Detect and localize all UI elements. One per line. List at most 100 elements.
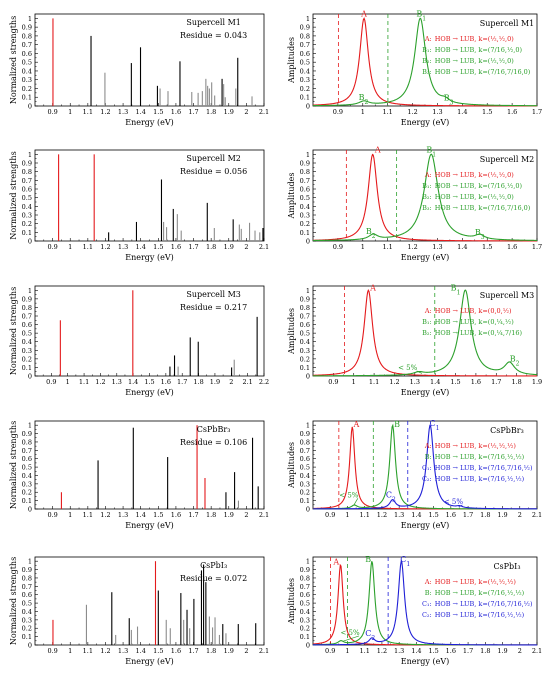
y-tick-label: 0.7 (22, 447, 32, 455)
amplitude-curve (313, 17, 538, 107)
amplitude-curve (312, 153, 537, 242)
x-axis-label: Energy (eV) (125, 253, 174, 262)
x-tick-label: 1.5 (482, 108, 492, 116)
x-tick-label: 1.9 (497, 511, 507, 519)
legend-key: A: (424, 35, 432, 43)
legend-key: B: (425, 453, 432, 461)
x-tick-label: 1.1 (83, 647, 93, 655)
x-tick-label: 1.2 (377, 647, 387, 655)
y-tick-label: 0.4 (300, 608, 310, 616)
y-tick-label: 0.2 (300, 220, 310, 228)
panel-title: CsPbBr₃ (197, 425, 231, 434)
legend-entry: HOB → LUB, k=(½,½,½) (435, 578, 517, 586)
x-tick-label: 1.7 (532, 108, 542, 116)
y-tick-label: 0.8 (300, 304, 310, 312)
y-tick-label: 0.7 (300, 177, 310, 185)
x-axis-label: Energy (eV) (401, 253, 450, 262)
legend-key: C₂: (422, 475, 432, 483)
spectrum-panel-5: 00.10.20.30.40.50.60.70.80.910.9 1 1.1 1.2 1… (287, 555, 542, 666)
y-tick-label: 0 (28, 238, 32, 246)
y-tick-label: 0.4 (300, 203, 310, 211)
y-tick-label: 0 (28, 103, 32, 111)
x-tick-label: 1.1 (382, 108, 392, 116)
y-tick-label: 0.3 (300, 212, 310, 220)
panel-title: Supercell M3 (186, 290, 240, 299)
y-tick-label: 0.7 (22, 41, 32, 49)
x-tick-label: 1.9 (224, 511, 234, 519)
y-tick-label: 1 (28, 558, 32, 566)
x-tick-label: 1.1 (360, 647, 370, 655)
stick-panel-3: 00.10.20.30.40.50.60.70.80.910.9 1 1.1 1.2 1… (9, 285, 269, 397)
legend-entry: HOB → LUB, k=(7/16,7/16,½) (435, 600, 533, 608)
x-tick-label: 2.2 (259, 378, 269, 386)
x-tick-label: 1.2 (100, 647, 110, 655)
x-axis-label: Energy (eV) (125, 657, 174, 666)
x-tick-label: 1.1 (83, 108, 93, 116)
y-axis-label: Normalized strengths (9, 421, 18, 509)
y-tick-label: 0.2 (22, 85, 32, 93)
x-tick-label: 1.2 (389, 378, 399, 386)
y-tick-label: 0.1 (22, 229, 32, 237)
peak-label: B (365, 555, 371, 564)
y-tick-label: 1 (28, 15, 32, 23)
y-tick-label: 0.7 (22, 313, 32, 321)
x-tick-label: 2.1 (242, 378, 252, 386)
plot-frame (34, 285, 265, 377)
legend-key: A: (424, 307, 432, 315)
legend-key: C₁: (422, 464, 432, 472)
peak-label-subscript: 1 (422, 15, 426, 22)
y-tick-label: 0.3 (22, 347, 32, 355)
y-axis-label: Normalized strengths (9, 557, 18, 645)
y-tick-label: 0.7 (300, 313, 310, 321)
y-tick-label: 1 (306, 151, 310, 159)
x-tick-label: 2 (244, 511, 248, 519)
x-tick-label: 1.3 (118, 243, 128, 251)
y-tick-label: 0.3 (22, 212, 32, 220)
y-tick-label: 0.2 (300, 625, 310, 633)
y-tick-label: 0.7 (300, 583, 310, 591)
x-tick-label: 1.7 (463, 511, 473, 519)
panel-title: Supercell M1 (186, 18, 240, 27)
y-tick-label: 0.9 (22, 566, 32, 574)
spectrum-panel-2: 00.10.20.30.40.50.60.70.80.910.9 1 1.1 1.2 1… (287, 146, 542, 262)
y-tick-label: 0.6 (22, 186, 32, 194)
y-tick-label: 1 (28, 287, 32, 295)
y-tick-label: 0.7 (22, 177, 32, 185)
peak-label: C1 (430, 419, 440, 432)
peak-label-subscript: 1 (406, 561, 410, 568)
x-tick-label: 1.5 (428, 511, 438, 519)
x-tick-label: 1.8 (206, 647, 216, 655)
panel-title: Supercell M3 (480, 291, 534, 300)
y-tick-label: 0 (306, 103, 310, 111)
legend-key: B: (425, 589, 432, 597)
legend-key: A: (424, 442, 432, 450)
legend-entry: HOB → LUB, k=(7/16,½,½) (435, 475, 525, 483)
x-tick-label: 1.2 (100, 243, 110, 251)
x-tick-label: 1.5 (153, 108, 163, 116)
legend-entry: HOB → LUB, k=(½,½,½) (435, 442, 517, 450)
legend-entry: HOB → LUB, k=(½,½,0) (435, 193, 514, 201)
y-tick-label: 0.3 (300, 480, 310, 488)
x-tick-label: 2.1 (532, 511, 542, 519)
x-tick-label: 1.6 (507, 108, 517, 116)
y-tick-label: 0.6 (300, 50, 310, 58)
legend-key: C₁: (422, 600, 432, 608)
y-tick-label: 0.8 (22, 304, 32, 312)
x-tick-label: 1.7 (188, 243, 198, 251)
x-tick-label: 1.8 (206, 243, 216, 251)
y-tick-label: 0.8 (300, 32, 310, 40)
percent-note: < 5% (444, 498, 464, 506)
x-axis-label: Energy (eV) (401, 521, 450, 530)
x-axis-label: Energy (eV) (401, 118, 450, 127)
x-tick-label: 2 (518, 511, 522, 519)
y-tick-label: 0 (306, 506, 310, 514)
y-tick-label: 0.1 (300, 229, 310, 237)
y-tick-label: 0.3 (300, 347, 310, 355)
x-tick-label: 1.9 (497, 647, 507, 655)
legend-entry: HOB → LUB, k=(7/16,½,0) (435, 46, 523, 54)
x-tick-label: 1.6 (507, 243, 517, 251)
y-tick-label: 0.4 (300, 338, 310, 346)
x-tick-label: 2 (244, 243, 248, 251)
residue-label: Residue = 0.072 (180, 574, 247, 583)
